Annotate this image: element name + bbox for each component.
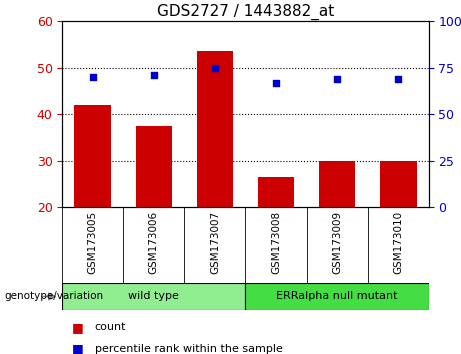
Point bbox=[150, 72, 158, 78]
Text: GSM173009: GSM173009 bbox=[332, 211, 342, 274]
Text: GSM173005: GSM173005 bbox=[88, 211, 98, 274]
Text: ■: ■ bbox=[71, 321, 83, 334]
Text: count: count bbox=[95, 322, 126, 332]
Bar bbox=[136, 126, 172, 207]
Bar bbox=[258, 177, 294, 207]
Text: GSM173006: GSM173006 bbox=[149, 211, 159, 274]
Text: ERRalpha null mutant: ERRalpha null mutant bbox=[276, 291, 398, 302]
Point bbox=[89, 74, 96, 80]
Text: GSM173010: GSM173010 bbox=[393, 211, 403, 274]
Point bbox=[272, 80, 280, 85]
Point bbox=[333, 76, 341, 82]
Bar bbox=[196, 51, 233, 207]
Text: ■: ■ bbox=[71, 342, 83, 354]
Title: GDS2727 / 1443882_at: GDS2727 / 1443882_at bbox=[157, 4, 334, 20]
Bar bbox=[380, 161, 416, 207]
Point bbox=[395, 76, 402, 82]
Bar bbox=[75, 105, 111, 207]
Bar bbox=[319, 161, 355, 207]
Bar bbox=[62, 283, 245, 310]
Text: genotype/variation: genotype/variation bbox=[5, 291, 104, 302]
Text: GSM173008: GSM173008 bbox=[271, 211, 281, 274]
Text: wild type: wild type bbox=[129, 291, 179, 302]
Text: GSM173007: GSM173007 bbox=[210, 211, 220, 274]
Bar bbox=[245, 283, 429, 310]
Text: percentile rank within the sample: percentile rank within the sample bbox=[95, 344, 283, 354]
Point bbox=[211, 65, 219, 70]
